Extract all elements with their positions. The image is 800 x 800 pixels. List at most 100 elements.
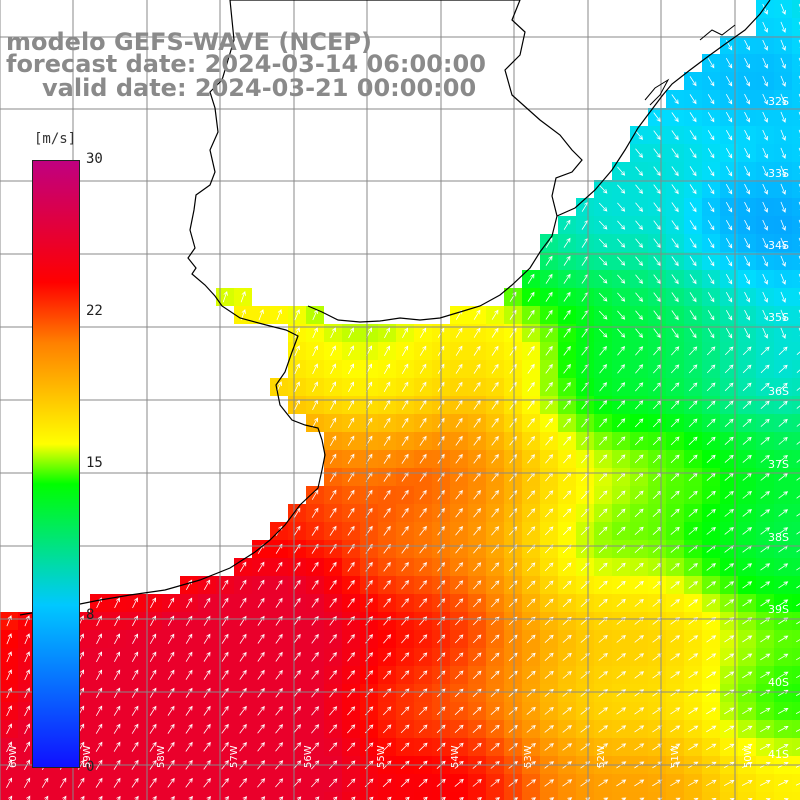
wind-arrow (293, 561, 301, 572)
wind-arrow (780, 75, 786, 87)
wind-arrow (707, 202, 715, 213)
wind-arrow (473, 381, 481, 392)
wind-arrow (311, 507, 319, 518)
wind-arrow (26, 795, 31, 800)
lat-label-36s: 36S (768, 385, 789, 398)
wind-arrow (549, 797, 555, 800)
wind-arrow (545, 381, 553, 392)
wind-arrow (616, 490, 626, 500)
wind-arrow (167, 651, 175, 662)
wind-arrow (221, 778, 229, 788)
wind-arrow (688, 526, 698, 535)
lon-label-52w: 52W (596, 745, 607, 768)
wind-arrow (780, 111, 786, 123)
wind-arrow (616, 671, 627, 679)
wind-arrow (545, 436, 554, 446)
wind-arrow (328, 778, 338, 788)
wind-arrow (239, 651, 247, 662)
wind-arrow (149, 705, 157, 716)
wind-arrow (689, 346, 698, 356)
wind-arrow (635, 256, 644, 266)
wind-arrow (562, 652, 572, 661)
wind-arrow (311, 579, 319, 590)
wind-arrow (616, 707, 627, 715)
wind-arrow (563, 345, 571, 356)
wind-arrow (473, 508, 482, 518)
wind-arrow (293, 688, 301, 698)
wind-arrow (795, 657, 800, 661)
wind-arrow (346, 778, 356, 788)
wind-arrow (473, 309, 481, 320)
wind-arrow (707, 256, 715, 267)
wind-arrow (383, 525, 391, 536)
wind-arrow (634, 436, 644, 446)
wind-arrow (401, 417, 409, 428)
wind-arrow (149, 687, 157, 698)
wind-arrow (706, 743, 717, 751)
wind-arrow (675, 797, 681, 800)
wind-arrow (6, 741, 12, 753)
lon-label-55w: 55W (376, 745, 387, 768)
wind-arrow (707, 328, 715, 339)
wind-arrow (759, 744, 771, 750)
wind-arrow (329, 634, 337, 644)
wind-arrow (688, 725, 699, 733)
wind-arrow (599, 400, 608, 410)
wind-arrow (113, 723, 121, 734)
wind-arrow (724, 418, 734, 427)
wind-arrow (670, 382, 680, 392)
wind-arrow (707, 220, 715, 231)
wind-arrow (616, 580, 626, 589)
wind-arrow (670, 599, 680, 607)
wind-arrow (689, 292, 697, 303)
wind-arrow (131, 777, 139, 788)
wind-arrow (185, 597, 193, 608)
wind-arrow (96, 633, 102, 645)
wind-arrow (347, 489, 355, 500)
wind-arrow (762, 327, 768, 339)
wind-arrow (472, 652, 482, 662)
wind-arrow (454, 706, 464, 716)
wind-arrow (544, 598, 554, 608)
wind-speed-cell (792, 108, 800, 126)
lon-label-59w: 59W (82, 745, 93, 768)
wind-arrow (742, 653, 753, 661)
wind-arrow (544, 670, 554, 679)
wind-arrow (742, 382, 752, 392)
wind-arrow (239, 633, 247, 644)
wind-arrow (693, 797, 699, 800)
wind-arrow (544, 779, 555, 787)
wind-arrow (491, 526, 500, 536)
wind-arrow (725, 58, 733, 69)
wind-arrow (400, 742, 410, 752)
wind-arrow (275, 778, 284, 788)
wind-arrow (724, 436, 734, 445)
wind-arrow (742, 346, 752, 356)
wind-arrow (149, 723, 157, 734)
wind-arrow (490, 778, 500, 787)
wind-arrow (347, 507, 355, 518)
wind-speed-cell (792, 666, 800, 684)
wind-arrow (329, 435, 337, 446)
wind-arrow (329, 579, 337, 590)
wind-arrow (455, 381, 463, 392)
wind-arrow (635, 346, 644, 356)
wind-arrow (778, 635, 789, 643)
wind-speed-cell (90, 792, 108, 800)
wind-arrow (653, 238, 661, 249)
wind-arrow (6, 777, 12, 788)
colorbar-tick-22: 22 (86, 303, 103, 319)
wind-arrow (401, 435, 409, 446)
wind-arrow (653, 112, 661, 123)
wind-arrow (401, 598, 410, 608)
lon-label-60w: 60W (8, 745, 19, 768)
wind-speed-cell (792, 684, 800, 702)
wind-arrow (725, 184, 733, 195)
wind-arrow (603, 797, 609, 800)
wind-arrow (599, 418, 608, 428)
wind-arrow (760, 725, 771, 733)
wind-arrow (80, 795, 85, 800)
wind-arrow (490, 724, 500, 733)
wind-arrow (294, 327, 300, 339)
